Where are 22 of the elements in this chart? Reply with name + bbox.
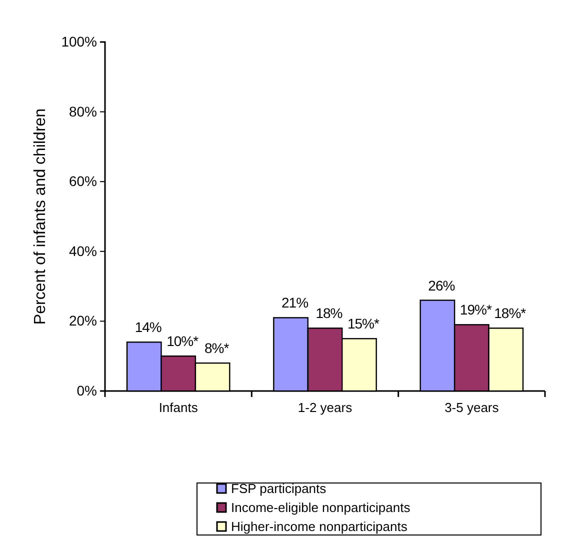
y-axis-title: Percent of infants and children <box>32 108 49 325</box>
legend-label: Income-eligible nonparticipants <box>231 500 411 515</box>
y-tick-label: 100% <box>61 33 97 50</box>
data-label: 19%* <box>460 302 492 318</box>
y-tick-label: 20% <box>68 312 97 329</box>
data-label: 8%* <box>204 340 230 356</box>
y-tick-label: 40% <box>68 242 97 259</box>
data-label: 15%* <box>347 316 380 332</box>
x-tick-label: 1-2 years <box>298 400 353 416</box>
x-tick-label: 3-5 years <box>444 400 500 416</box>
data-label: 26% <box>428 277 455 294</box>
y-tick-label: 80% <box>68 103 97 120</box>
data-label: 14% <box>134 319 162 336</box>
data-label: 10%* <box>166 333 200 350</box>
legend-label: FSP participants <box>231 481 327 496</box>
legend-label: Higher-income nonparticipants <box>231 519 408 534</box>
data-label: 18% <box>316 305 342 322</box>
x-tick-label: Infants <box>158 400 198 416</box>
data-label: 21% <box>282 294 308 311</box>
y-tick-label: 0% <box>76 382 97 398</box>
y-tick-label: 60% <box>68 173 97 190</box>
data-label: 18%* <box>494 305 527 322</box>
